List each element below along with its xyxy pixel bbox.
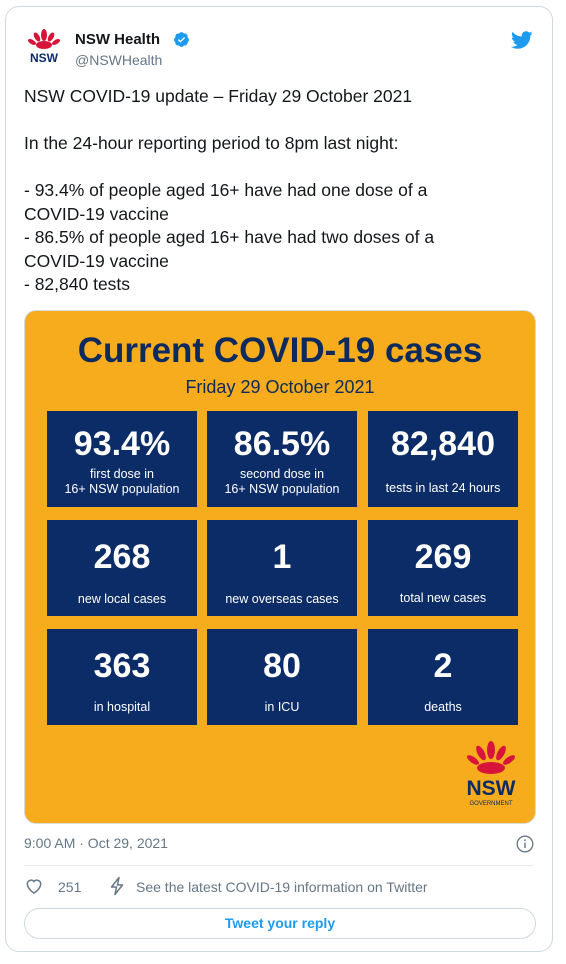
stat-tile-local-cases: 268 new local cases <box>47 520 197 616</box>
author-name[interactable]: NSW Health <box>75 31 161 48</box>
stat-value: 82,840 <box>391 425 495 463</box>
stat-tile-hospital: 363 in hospital <box>47 629 197 725</box>
tweet-line: - 82,840 tests <box>24 274 131 294</box>
verified-badge-icon <box>174 32 189 47</box>
stat-value: 268 <box>93 538 151 576</box>
tweet-card: NSW NSW Health @NSWHealth NSW COVID-19 u… <box>5 6 553 952</box>
tweet-line: - 86.5% of people aged 16+ have had two … <box>24 227 435 247</box>
tweet-line: In the 24-hour reporting period to 8pm l… <box>24 133 399 153</box>
tweet-line <box>24 156 524 180</box>
stat-value: 269 <box>414 538 472 576</box>
stat-label: first dose in 16+ NSW population <box>64 467 180 496</box>
tweet-line: COVID-19 vaccine <box>24 203 169 224</box>
author-handle[interactable]: @NSWHealth <box>75 52 163 68</box>
stat-value: 93.4% <box>73 425 171 463</box>
tweet-line: NSW COVID-19 update – Friday 29 October … <box>24 86 413 106</box>
stat-tile-overseas-cases: 1 new overseas cases <box>207 520 357 616</box>
stat-value: 86.5% <box>233 425 331 463</box>
stat-label: tests in last 24 hours <box>385 481 501 495</box>
like-count[interactable]: 251 <box>58 879 82 895</box>
stat-label: deaths <box>424 700 462 714</box>
stat-value: 80 <box>263 647 301 685</box>
stat-value: 363 <box>93 647 151 685</box>
tweet-line <box>24 109 524 133</box>
stat-tile-tests: 82,840 tests in last 24 hours <box>368 411 518 507</box>
logo-government-text: GOVERNMENT <box>469 801 512 807</box>
covid-infographic-image[interactable]: Current COVID-19 cases Friday 29 October… <box>24 310 536 824</box>
covid-info-link[interactable]: See the latest COVID-19 information on T… <box>136 879 428 895</box>
bolt-icon <box>110 876 124 896</box>
infographic-title: Current COVID-19 cases <box>77 331 483 370</box>
infographic-date: Friday 29 October 2021 <box>185 377 375 397</box>
stat-tile-total-cases: 269 total new cases <box>368 520 518 616</box>
stat-tile-icu: 80 in ICU <box>207 629 357 725</box>
stat-tile-first-dose: 93.4% first dose in 16+ NSW population <box>47 411 197 507</box>
stat-tile-deaths: 2 deaths <box>368 629 518 725</box>
logo-nsw-text: NSW <box>467 777 516 800</box>
tweet-actions: 251 See the latest COVID-19 information … <box>24 875 534 899</box>
stat-label: total new cases <box>399 591 487 605</box>
tweet-body: NSW COVID-19 update – Friday 29 October … <box>24 85 524 297</box>
stat-label: new local cases <box>77 592 167 606</box>
stat-value: 1 <box>272 538 292 576</box>
nsw-government-logo: NSW GOVERNMENT <box>467 741 516 807</box>
tweet-header: NSW NSW Health @NSWHealth <box>24 21 534 71</box>
nsw-health-avatar[interactable]: NSW <box>24 25 64 65</box>
tweet-timestamp[interactable]: 9:00 AM · Oct 29, 2021 <box>24 835 168 851</box>
heart-icon[interactable] <box>24 876 44 896</box>
stat-tile-second-dose: 86.5% second dose in 16+ NSW population <box>207 411 357 507</box>
stat-value: 2 <box>433 647 453 685</box>
stat-label: in ICU <box>264 700 300 714</box>
stat-label: second dose in 16+ NSW population <box>224 467 340 496</box>
tweet-line: - 93.4% of people aged 16+ have had one … <box>24 180 428 200</box>
info-icon[interactable] <box>516 835 534 853</box>
stat-label: new overseas cases <box>225 592 339 606</box>
tweet-reply-button[interactable]: Tweet your reply <box>24 908 536 939</box>
twitter-bird-icon[interactable] <box>510 29 534 51</box>
stat-label: in hospital <box>93 700 151 714</box>
divider <box>24 865 534 866</box>
tweet-line: COVID-19 vaccine <box>24 250 169 271</box>
avatar-logo-text: NSW <box>30 51 59 65</box>
